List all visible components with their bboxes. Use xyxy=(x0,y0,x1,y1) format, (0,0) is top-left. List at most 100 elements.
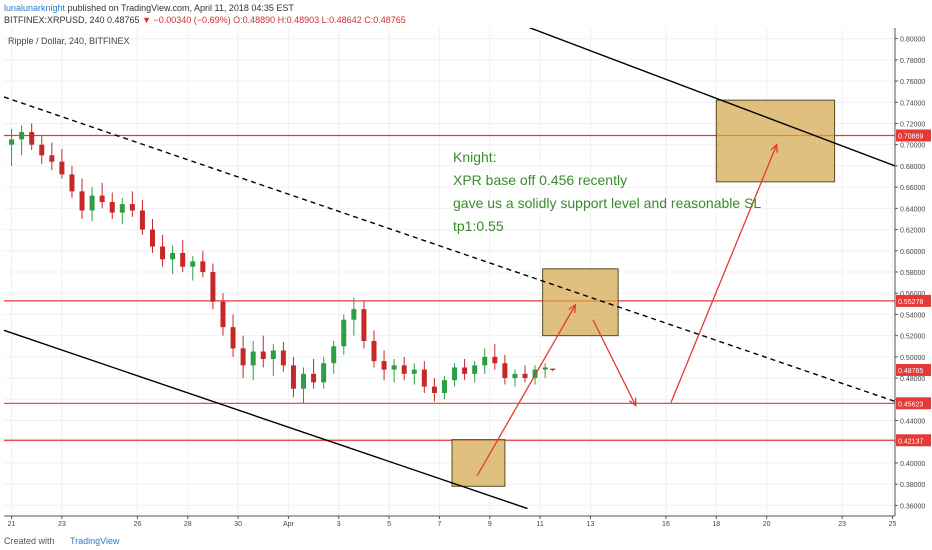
highlight-box xyxy=(715,99,836,183)
x-tick-label: 16 xyxy=(662,521,670,528)
y-tick-label: 0.60000 xyxy=(900,249,925,256)
candle-body xyxy=(260,351,266,359)
level-tag xyxy=(896,434,931,447)
candle-body xyxy=(119,204,125,213)
created-with-text: Created with xyxy=(4,536,55,546)
candle-body xyxy=(200,261,206,272)
candle-body xyxy=(391,365,397,370)
candle-body xyxy=(371,340,377,362)
candles xyxy=(9,123,556,404)
y-tick-label: 0.40000 xyxy=(900,461,925,468)
level-tag xyxy=(896,397,931,410)
candle-body xyxy=(129,204,135,211)
candle-body xyxy=(441,380,447,393)
x-tick-label: 7 xyxy=(437,521,441,528)
candle-body xyxy=(160,246,166,260)
candle-body xyxy=(492,356,498,364)
y-tick-label: 0.52000 xyxy=(900,334,925,341)
candle-body xyxy=(301,373,307,389)
x-tick-label: 23 xyxy=(58,521,66,528)
publish-line: lunalunarknight published on TradingView… xyxy=(4,3,294,13)
x-tick-label: 20 xyxy=(763,521,771,528)
ticker-prefix: BITFINEX:XRPUSD, 240 0.48765 xyxy=(4,15,140,25)
candle-body xyxy=(89,195,95,211)
horizontal-levels xyxy=(4,134,895,441)
arrows xyxy=(476,143,778,477)
x-tick-label: 9 xyxy=(488,521,492,528)
candle-body xyxy=(190,261,196,267)
y-tick-label: 0.68000 xyxy=(900,164,925,171)
candle-body xyxy=(9,139,15,145)
candle-body xyxy=(139,210,145,230)
y-tick-label: 0.50000 xyxy=(900,355,925,362)
y-tick-label: 0.58000 xyxy=(900,270,925,277)
y-tick-label: 0.48000 xyxy=(900,376,925,383)
candle-body xyxy=(361,309,367,341)
candle-body xyxy=(19,131,25,140)
candle-body xyxy=(522,373,528,379)
level-tag xyxy=(896,294,931,307)
candle-body xyxy=(502,363,508,379)
level-tag-label: 0.42137 xyxy=(898,438,923,445)
change-value: −0.00340 (−0.69%) xyxy=(153,15,231,25)
y-tick-label: 0.76000 xyxy=(900,79,925,86)
arrow-line xyxy=(476,304,576,477)
candle-body xyxy=(220,301,226,328)
arrow-line xyxy=(592,319,637,406)
y-tick-label: 0.44000 xyxy=(900,419,925,426)
arrow-head xyxy=(629,397,637,408)
author-link[interactable]: lunalunarknight xyxy=(4,3,66,13)
x-tick-label: 23 xyxy=(838,521,846,528)
down-arrow-icon: ▼ xyxy=(142,15,151,25)
tradingview-brand[interactable]: TradingView xyxy=(70,536,120,546)
candle-body xyxy=(341,319,347,347)
ticker-line: BITFINEX:XRPUSD, 240 0.48765 ▼ −0.00340 … xyxy=(4,15,406,25)
y-tick-label: 0.56000 xyxy=(900,291,925,298)
y-tick-label: 0.36000 xyxy=(900,503,925,510)
candle-body xyxy=(230,327,236,349)
arrow-head xyxy=(568,303,577,313)
y-tick-label: 0.70000 xyxy=(900,143,925,150)
y-tick-label: 0.74000 xyxy=(900,100,925,107)
last-price-tag xyxy=(896,363,931,376)
candle-body xyxy=(39,144,45,156)
axes xyxy=(4,28,898,519)
published-text: published on TradingView.com, April 11, … xyxy=(67,3,294,13)
y-tick-label: 0.64000 xyxy=(900,206,925,213)
ohlc-values: O:0.48890 H:0.48903 L:0.48642 C:0.48765 xyxy=(233,15,406,25)
candle-body xyxy=(331,346,337,364)
candle-body xyxy=(150,229,155,247)
candle-body xyxy=(109,201,115,213)
x-tick-label: 13 xyxy=(587,521,595,528)
candle-body xyxy=(79,191,85,211)
candle-body xyxy=(401,365,407,374)
x-tick-label: 11 xyxy=(536,521,543,528)
solid-trendline xyxy=(528,28,896,167)
y-tick-label: 0.66000 xyxy=(900,185,925,192)
arrow-head xyxy=(770,143,778,153)
candle-body xyxy=(482,356,488,366)
x-tick-label: 3 xyxy=(337,521,341,528)
candle-body xyxy=(512,373,518,379)
x-tick-label: 21 xyxy=(8,521,16,528)
candle-body xyxy=(550,368,556,370)
trendlines xyxy=(3,28,896,510)
x-tick-label: 18 xyxy=(712,521,720,528)
candle-body xyxy=(421,369,427,387)
candle-body xyxy=(69,174,75,192)
candle-body xyxy=(210,272,216,302)
x-tick-label: 5 xyxy=(387,521,391,528)
footer: Created with TradingView xyxy=(0,532,932,550)
candle-body xyxy=(311,373,317,383)
candle-body xyxy=(462,367,468,374)
candle-body xyxy=(240,348,246,366)
x-tick-label: 30 xyxy=(234,521,242,528)
candle-body xyxy=(170,252,176,260)
candle-body xyxy=(472,365,478,374)
y-tick-label: 0.38000 xyxy=(900,482,925,489)
level-tag-label: 0.45623 xyxy=(898,401,923,408)
price-chart[interactable]: 0.360000.380000.400000.420000.440000.460… xyxy=(0,28,932,532)
highlight-box xyxy=(451,439,506,487)
solid-trendline xyxy=(3,329,528,510)
candle-body xyxy=(59,161,65,175)
